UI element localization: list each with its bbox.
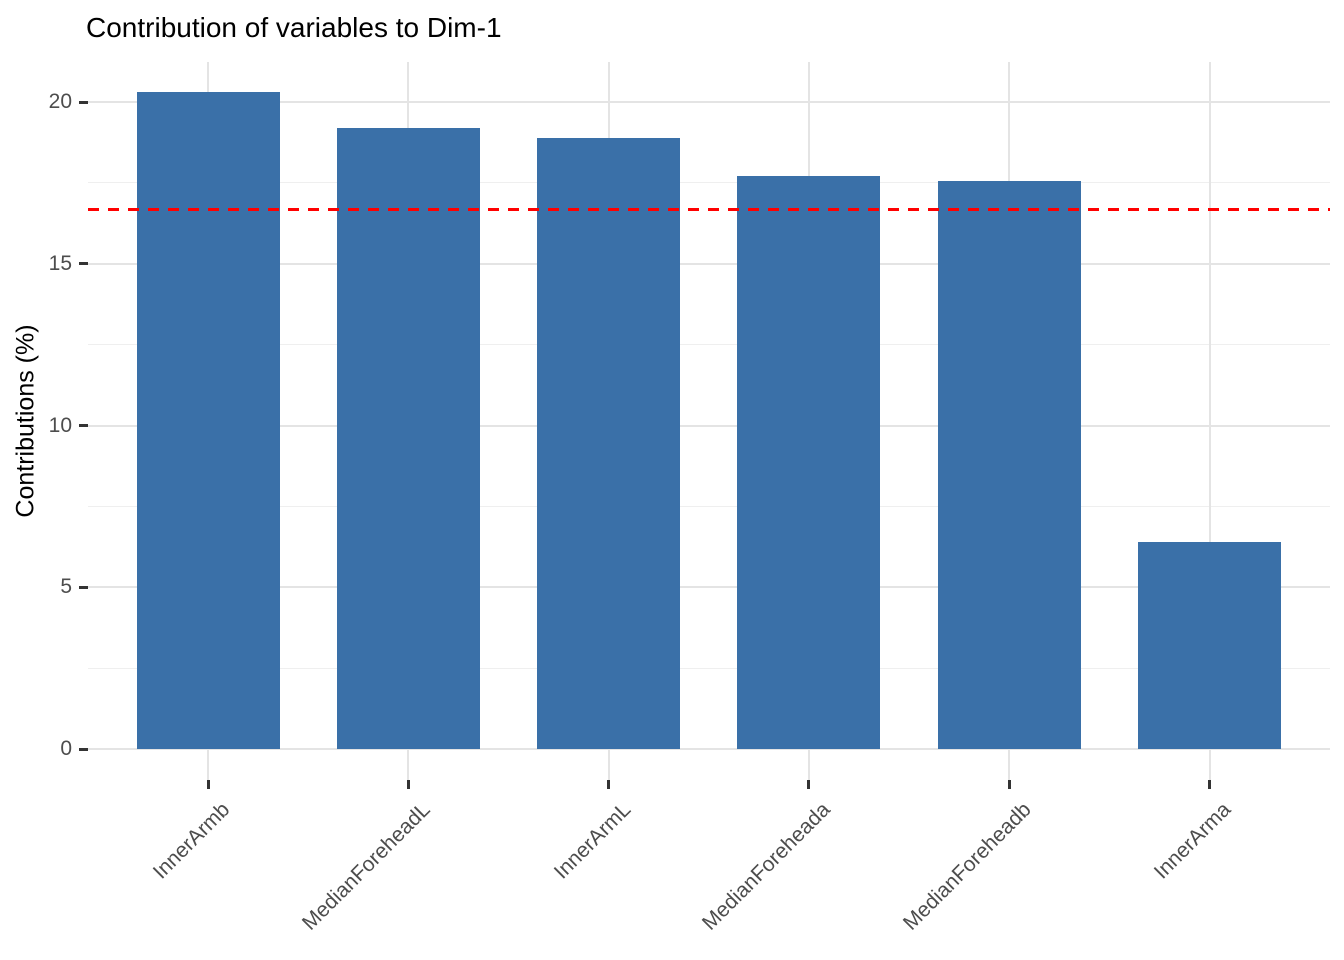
x-axis-label-MedianForeheadb: MedianForeheadb [898, 798, 1036, 935]
bar-MedianForeheadb [937, 181, 1081, 749]
gridline-x-6 [1208, 62, 1211, 780]
bar-InnerArma [1138, 541, 1281, 749]
x-axis-tick-6 [1208, 780, 1211, 789]
x-axis-tick-5 [1007, 780, 1011, 789]
gridline-y-10 [88, 424, 1330, 427]
y-axis-tick-15 [79, 262, 88, 266]
x-axis-tick-2 [406, 780, 410, 789]
gridline-y-15 [88, 262, 1330, 265]
gridline-y-minor-2.5 [88, 667, 1330, 669]
x-axis-tick-4 [807, 780, 811, 789]
gridline-y-minor-12.5 [88, 344, 1330, 346]
x-axis-label-MedianForeheada: MedianForeheada [698, 798, 836, 935]
x-axis-label-InnerArmb: InnerArmb [148, 798, 235, 884]
gridline-y-minor-7.5 [88, 505, 1330, 507]
y-axis-tick-20 [79, 100, 88, 104]
x-axis-tick-1 [206, 780, 210, 789]
gridline-y-minor-17.5 [88, 182, 1330, 184]
x-axis-label-InnerArmL: InnerArmL [549, 798, 635, 884]
reference-dashed-line [88, 208, 1330, 212]
y-axis-tick-label: 20 [48, 90, 72, 113]
gridline-y-0 [88, 748, 1330, 750]
bar-MedianForeheada [737, 176, 881, 749]
y-axis-tick-5 [79, 585, 88, 589]
x-axis-tick-3 [607, 780, 611, 789]
y-axis-tick-label: 15 [48, 251, 72, 275]
chart-title: Contribution of variables to Dim-1 [86, 12, 502, 43]
y-axis-tick-10 [79, 424, 88, 427]
gridline-y-5 [88, 586, 1330, 589]
y-axis-tick-label: 0 [60, 737, 72, 760]
y-axis-tick-label: 5 [60, 575, 72, 599]
x-axis-label-MedianForeheadL: MedianForeheadL [297, 798, 435, 935]
bar-InnerArmL [537, 137, 681, 749]
y-axis-tick-label: 10 [48, 413, 72, 437]
y-axis-tick-0 [79, 747, 88, 751]
x-axis-label-InnerArma: InnerArma [1150, 798, 1236, 884]
bar-InnerArmb [136, 92, 280, 749]
gridline-y-20 [88, 101, 1330, 103]
bar-MedianForeheadL [336, 127, 480, 749]
